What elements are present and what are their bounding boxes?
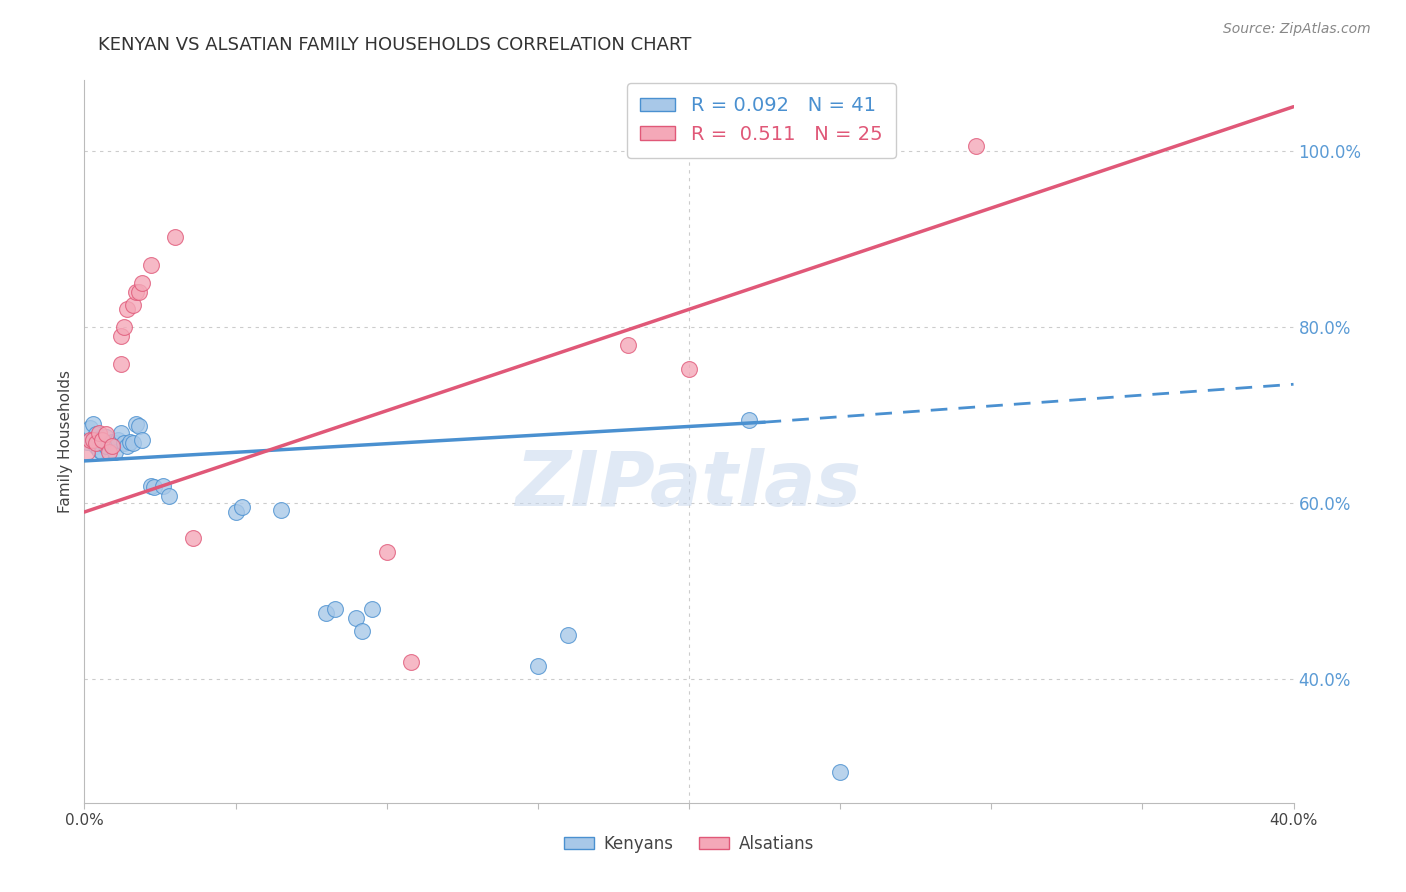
Point [225,505,247,519]
Point [115,439,138,453]
Point [323,602,346,616]
Point [142,480,165,494]
Point [965,139,987,153]
Point [82,433,104,447]
Point [738,412,761,426]
Point [118,434,141,449]
Point [139,478,162,492]
Point [131,276,153,290]
Point [79,433,101,447]
Point [360,602,382,616]
Point [82,433,104,447]
Point [139,258,162,272]
Point [231,500,253,514]
Point [97,436,120,450]
Point [125,417,148,431]
Point [86,439,108,453]
Y-axis label: Family Households: Family Households [58,370,73,513]
Point [115,302,138,317]
Point [86,436,108,450]
Point [104,445,127,459]
Point [76,445,98,459]
Point [128,285,150,299]
Point [112,320,135,334]
Point [89,433,111,447]
Point [110,328,132,343]
Text: KENYAN VS ALSATIAN FAMILY HOUSEHOLDS CORRELATION CHART: KENYAN VS ALSATIAN FAMILY HOUSEHOLDS COR… [98,36,692,54]
Point [315,607,337,621]
Point [112,436,135,450]
Point [131,433,153,447]
Point [100,434,122,449]
Point [79,421,101,435]
Point [165,230,187,244]
Point [678,362,700,376]
Point [270,503,292,517]
Point [110,425,132,440]
Point [125,285,148,299]
Point [830,764,852,779]
Point [94,430,117,444]
Point [94,439,117,453]
Point [91,436,114,450]
Legend: Kenyans, Alsatians: Kenyans, Alsatians [557,828,821,860]
Text: Source: ZipAtlas.com: Source: ZipAtlas.com [1223,22,1371,37]
Point [399,655,422,669]
Point [91,445,114,459]
Point [86,427,108,442]
Point [104,436,127,450]
Point [107,433,129,447]
Point [375,544,398,558]
Point [527,659,550,673]
Point [97,445,120,459]
Point [91,433,114,447]
Point [82,417,104,431]
Point [128,418,150,433]
Point [94,427,117,442]
Point [121,298,143,312]
Point [100,439,122,453]
Text: ZIPatlas: ZIPatlas [516,448,862,522]
Point [617,337,640,351]
Point [157,489,180,503]
Point [89,425,111,440]
Point [181,532,204,546]
Point [121,436,143,450]
Point [352,624,374,638]
Point [557,628,579,642]
Point [76,434,98,449]
Point [89,443,111,458]
Point [110,357,132,371]
Point [152,478,174,492]
Point [346,611,368,625]
